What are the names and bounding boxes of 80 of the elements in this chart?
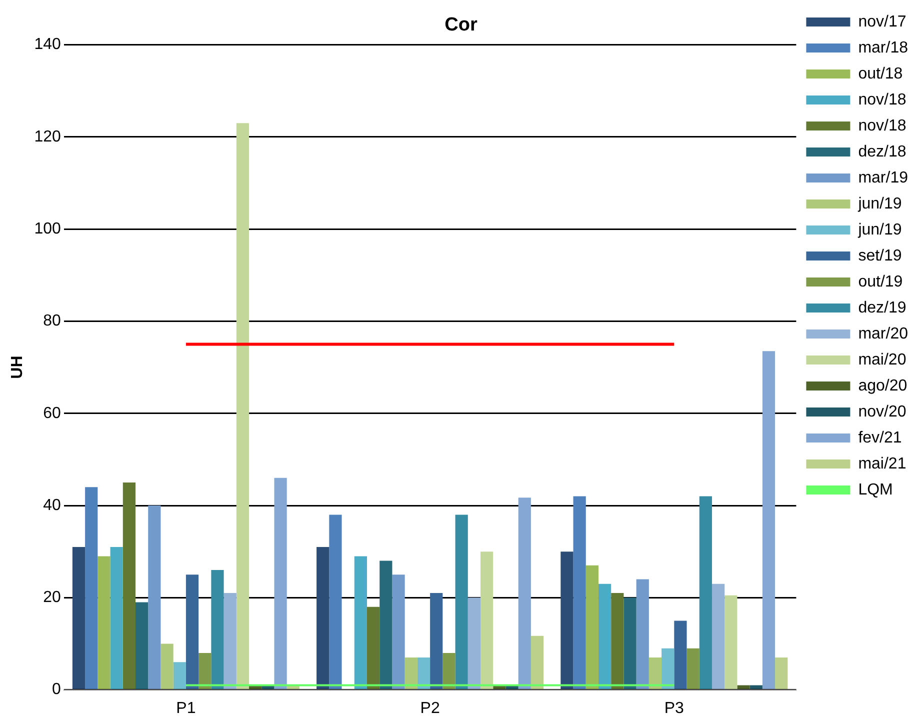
bar (560, 552, 574, 690)
bar (366, 606, 380, 690)
legend-label: mar/20 (858, 325, 908, 342)
legend-label: nov/18 (858, 117, 906, 134)
bar (611, 593, 624, 690)
bar (699, 496, 712, 690)
legend-label: out/19 (858, 273, 903, 290)
legend-label: mar/19 (858, 169, 908, 186)
legend-label: nov/20 (858, 403, 906, 420)
legend-label: nov/18 (858, 91, 906, 108)
bar (224, 593, 236, 690)
legend-label: nov/17 (858, 13, 906, 30)
y-tick-label: 140 (34, 36, 61, 54)
y-axis-title: UH (9, 356, 26, 379)
bar (686, 648, 700, 690)
bar (211, 570, 224, 690)
bar (674, 620, 687, 690)
x-tick-label: P3 (664, 700, 684, 717)
bar (518, 498, 531, 690)
bar (136, 602, 148, 690)
legend-label: mai/21 (858, 455, 906, 472)
bar (636, 579, 649, 690)
bar (586, 565, 598, 690)
bar (624, 598, 636, 690)
bar (122, 482, 136, 690)
bar (417, 658, 430, 690)
bar (173, 662, 186, 690)
y-tick-label: 120 (34, 128, 61, 146)
bar (160, 644, 174, 690)
y-tick-label: 60 (43, 404, 61, 422)
bar (354, 556, 367, 690)
bar (316, 546, 330, 690)
bar (72, 546, 86, 690)
bar (148, 506, 161, 690)
bar (404, 658, 418, 690)
bar (430, 593, 443, 690)
bar (455, 514, 468, 690)
bar (468, 598, 480, 690)
legend-label: set/19 (858, 247, 902, 264)
x-tick-label: P2 (420, 700, 440, 717)
y-tick-label: 40 (43, 496, 61, 514)
bar (530, 636, 544, 690)
bar (98, 556, 110, 690)
legend-label: jun/19 (857, 195, 902, 212)
bar (712, 584, 725, 690)
bar (236, 123, 250, 690)
legend-label: dez/19 (858, 299, 906, 316)
legend-label: jun/19 (857, 221, 902, 238)
legend-label: ago/20 (858, 377, 908, 394)
y-tick-label: 100 (34, 220, 61, 238)
bar (775, 658, 788, 690)
bar (480, 552, 494, 690)
legend-label: mai/20 (858, 351, 906, 368)
legend-label: LQM (858, 481, 893, 498)
bar (274, 478, 287, 690)
bar (442, 652, 456, 690)
legend-label: dez/18 (858, 143, 906, 160)
legend-label: mar/18 (858, 39, 908, 56)
bar (573, 496, 586, 690)
legend-label: fev/21 (858, 429, 902, 446)
chart-title: Cor (444, 14, 478, 36)
bar (737, 685, 750, 690)
bar (110, 546, 123, 690)
y-tick-label: 20 (43, 589, 61, 606)
y-tick-label: 80 (43, 312, 61, 330)
bar (598, 584, 612, 690)
bar (750, 685, 762, 690)
bar (648, 658, 662, 690)
bar (329, 514, 342, 690)
x-tick-label: P1 (176, 700, 196, 717)
bar (392, 574, 405, 690)
bar (724, 595, 738, 690)
y-tick-label: 0 (52, 681, 61, 698)
legend-label: out/18 (858, 65, 903, 82)
bar (762, 351, 776, 690)
bar (198, 652, 212, 690)
bar (85, 487, 98, 690)
bar (186, 574, 199, 690)
bar (662, 648, 674, 690)
bar (380, 560, 392, 690)
